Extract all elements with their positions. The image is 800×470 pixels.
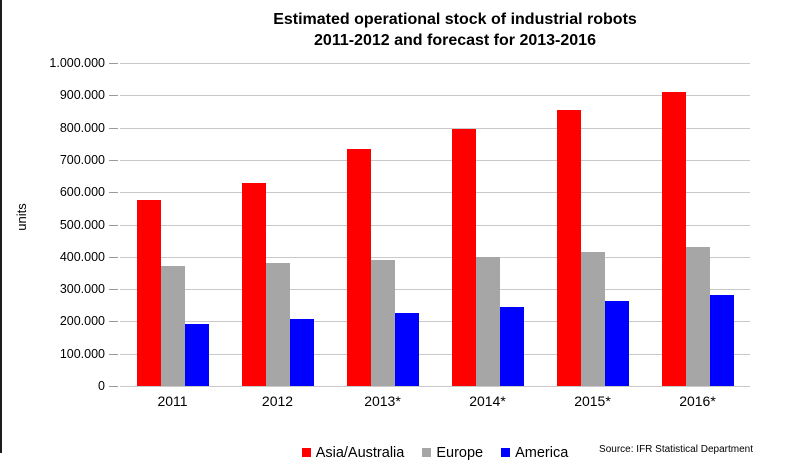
y-tick-label: 800.000 bbox=[59, 120, 105, 135]
gridline bbox=[120, 353, 750, 355]
y-tick-label: 400.000 bbox=[59, 249, 105, 264]
gridline bbox=[120, 127, 750, 129]
gridline bbox=[120, 192, 750, 194]
chart-subtitle: 2011-2012 and forecast for 2013-2016 bbox=[314, 32, 596, 49]
gridline bbox=[120, 386, 750, 387]
legend-item-america: America bbox=[501, 445, 568, 461]
x-tick-label: 2012 bbox=[261, 393, 294, 409]
legend-swatch-icon bbox=[422, 448, 432, 457]
bar-america-2012 bbox=[289, 319, 314, 386]
bar-asia-australia-2013 bbox=[346, 149, 371, 386]
y-tick-label: 500.000 bbox=[59, 217, 105, 232]
y-tick-mark bbox=[109, 63, 118, 64]
source-note: Source: IFR Statistical Department bbox=[599, 444, 753, 455]
bar-america-2014 bbox=[499, 307, 524, 386]
chart-title: Estimated operational stock of industria… bbox=[273, 11, 637, 28]
bar-america-2015 bbox=[604, 301, 629, 386]
y-tick-mark bbox=[109, 386, 118, 387]
gridline bbox=[120, 256, 750, 258]
window-left-edge bbox=[0, 0, 2, 453]
bar-america-2011 bbox=[184, 324, 209, 386]
x-tick-label: 2016* bbox=[679, 393, 716, 409]
bar-asia-australia-2012 bbox=[241, 183, 266, 386]
bar-america-2016 bbox=[709, 295, 734, 386]
bar-europe-2014 bbox=[475, 257, 500, 386]
y-tick-label: 900.000 bbox=[59, 88, 105, 103]
y-tick-mark bbox=[109, 159, 118, 161]
plot-area bbox=[120, 63, 750, 387]
x-tick-label: 2011 bbox=[157, 393, 188, 409]
bar-europe-2013 bbox=[370, 260, 395, 386]
y-tick-mark bbox=[109, 321, 118, 323]
bar-america-2013 bbox=[394, 313, 419, 386]
y-tick-label: 200.000 bbox=[59, 314, 105, 329]
y-tick-mark bbox=[109, 224, 118, 226]
gridline bbox=[120, 159, 750, 161]
y-tick-mark bbox=[109, 95, 118, 97]
legend-item-europe: Europe bbox=[422, 445, 483, 461]
x-tick-label: 2014* bbox=[469, 393, 506, 409]
y-tick-mark bbox=[109, 289, 118, 291]
x-tick-label: 2013* bbox=[364, 393, 401, 409]
bar-europe-2015 bbox=[580, 252, 605, 386]
gridline bbox=[120, 63, 750, 64]
y-tick-mark bbox=[109, 192, 118, 194]
bar-asia-australia-2011 bbox=[136, 200, 161, 386]
legend: Asia/Australia Europe America bbox=[120, 445, 750, 461]
y-tick-mark bbox=[109, 353, 118, 355]
legend-swatch-icon bbox=[301, 448, 311, 457]
x-tick-label: 2015* bbox=[574, 393, 611, 409]
gridline bbox=[120, 224, 750, 226]
bar-europe-2016 bbox=[685, 247, 710, 386]
bar-europe-2011 bbox=[160, 266, 185, 386]
legend-item-asia-australia: Asia/Australia bbox=[301, 445, 405, 461]
gridline bbox=[120, 95, 750, 97]
bar-asia-australia-2016 bbox=[661, 92, 686, 386]
legend-label: Asia/Australia bbox=[315, 445, 405, 461]
gridline bbox=[120, 321, 750, 323]
y-tick-label: 300.000 bbox=[59, 282, 105, 297]
y-tick-label: 1.000.000 bbox=[49, 56, 105, 70]
legend-swatch-icon bbox=[501, 448, 511, 457]
legend-label: Europe bbox=[436, 445, 484, 461]
y-tick-label: 600.000 bbox=[59, 185, 105, 200]
y-tick-label: 700.000 bbox=[59, 152, 105, 167]
y-tick-mark bbox=[109, 256, 118, 258]
gridline bbox=[120, 289, 750, 291]
y-tick-label: 0 bbox=[98, 379, 105, 393]
legend-label: America bbox=[515, 445, 569, 461]
bar-asia-australia-2014 bbox=[451, 129, 476, 386]
bar-asia-australia-2015 bbox=[556, 110, 581, 386]
chart-title-block: Estimated operational stock of industria… bbox=[110, 9, 800, 51]
bar-europe-2012 bbox=[265, 263, 290, 386]
y-tick-label: 100.000 bbox=[59, 346, 105, 361]
y-tick-mark bbox=[109, 127, 118, 129]
